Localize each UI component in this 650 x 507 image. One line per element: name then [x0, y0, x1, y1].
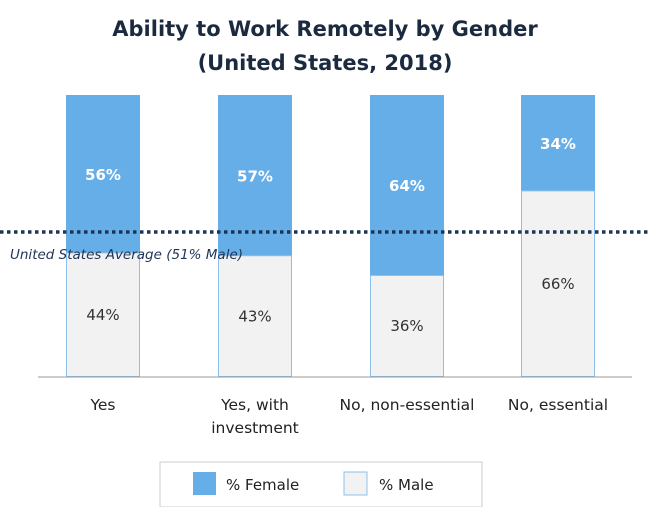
reference-line-group: United States Average (51% Male): [0, 230, 650, 263]
category-label-0-line-0: Yes: [89, 396, 115, 414]
legend-swatch-female: [193, 472, 216, 495]
category-label-3-line-0: No, essential: [508, 396, 608, 414]
bars-group: 56% 44% 57% 43% 64% 36% 34% 66%: [66, 95, 595, 378]
legend-label-male: % Male: [379, 476, 434, 494]
chart-title-line-1: Ability to Work Remotely by Gender: [112, 17, 538, 41]
data-label-female-3: 34%: [540, 135, 576, 153]
data-label-male-0: 44%: [86, 306, 119, 324]
data-label-female-1: 57%: [237, 167, 273, 185]
data-label-male-3: 66%: [541, 275, 574, 293]
average-reference-label: United States Average (51% Male): [10, 247, 243, 263]
legend-label-female: % Female: [226, 476, 299, 494]
category-label-1-line-0: Yes, with: [220, 396, 289, 414]
legend-swatch-male: [343, 471, 368, 496]
bar-female-0: [66, 95, 140, 253]
category-label-1-line-1: investment: [211, 419, 299, 437]
bar-male-0: [66, 252, 140, 377]
data-label-female-2: 64%: [389, 177, 425, 195]
category-labels-group: Yes Yes, with investment No, non-essential N…: [89, 396, 608, 437]
bar-female-3: [521, 95, 595, 191]
legend: % Female % Male: [159, 461, 483, 507]
data-label-male-1: 43%: [238, 307, 271, 325]
bar-male-3: [521, 190, 595, 377]
bar-female-1: [218, 95, 292, 256]
bar-male-1: [218, 255, 292, 378]
data-label-male-2: 36%: [390, 317, 423, 335]
data-label-female-0: 56%: [85, 166, 121, 184]
category-label-2-line-0: No, non-essential: [340, 396, 475, 414]
bar-female-2: [370, 95, 444, 276]
chart-title-line-2: (United States, 2018): [198, 51, 453, 75]
